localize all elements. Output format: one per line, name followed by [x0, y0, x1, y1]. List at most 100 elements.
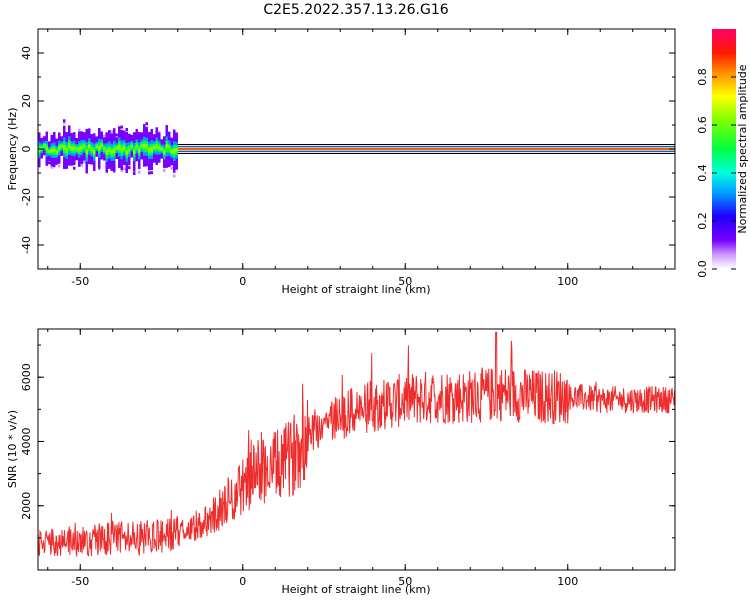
- spectrogram-cell: [40, 146, 43, 150]
- spectrogram-cell: [153, 145, 156, 150]
- spectrogram-ticks: -50 0 50 100 -40 -20 0 20 40: [20, 28, 675, 288]
- spectrogram-cell: [73, 166, 76, 170]
- spectrogram-cell: [475, 148, 478, 150]
- spectrogram-cell: [58, 164, 61, 168]
- spectrogram-cell: [75, 147, 78, 151]
- spectrogram-cell: [70, 146, 73, 151]
- spectrogram-cell: [573, 148, 576, 150]
- spectrogram-cell: [363, 148, 366, 150]
- spectrogram-cell: [203, 148, 206, 150]
- spectrogram-cell: [50, 148, 53, 153]
- spectrogram-cell: [128, 166, 131, 170]
- spectrogram-cell: [505, 148, 508, 150]
- spectrogram-cell: [598, 148, 601, 150]
- spectrogram-cell: [205, 148, 208, 150]
- spectrogram-cell: [410, 148, 413, 150]
- spectrogram-cell: [415, 148, 418, 150]
- spectrogram-cell: [643, 148, 646, 150]
- spectrogram-cell: [135, 144, 138, 149]
- spectrogram-cell: [465, 148, 468, 150]
- spectrogram-cell: [258, 148, 261, 150]
- spectrogram-cell: [58, 146, 61, 150]
- spectrogram-cell: [138, 170, 141, 174]
- spectrogram-cell: [603, 148, 606, 150]
- spectrogram-cell: [328, 148, 331, 150]
- spectrogram-cell: [593, 148, 596, 150]
- spectrogram-cell: [140, 144, 143, 148]
- spectrogram-cell: [660, 148, 663, 150]
- snr-xtick-label: -50: [71, 575, 89, 588]
- spectrogram-cell: [508, 148, 511, 150]
- spectrogram-cell: [600, 148, 603, 150]
- spectrogram-cell: [453, 148, 456, 150]
- spectrogram-cell: [278, 148, 281, 150]
- spectrogram-cell: [83, 144, 86, 148]
- spectrogram-cell: [53, 148, 56, 153]
- spectrogram-cell: [385, 148, 388, 150]
- spectrogram-marks: [38, 119, 675, 178]
- spectrogram-cell: [240, 148, 243, 150]
- spectrogram-cell: [663, 148, 666, 150]
- spectrogram-cell: [440, 148, 443, 150]
- spectrogram-cell: [400, 148, 403, 150]
- spectrogram-cell: [178, 148, 181, 150]
- spectrogram-cell: [168, 164, 171, 168]
- spectrogram-panel: -50 0 50 100 -40 -20 0 20 40 Height of straight …: [6, 28, 676, 296]
- spectrogram-cell: [243, 148, 246, 150]
- spectrogram-cell: [553, 148, 556, 150]
- spectrogram-cell: [655, 148, 658, 150]
- spectrogram-cell: [538, 148, 541, 150]
- spectrogram-cell: [120, 125, 123, 129]
- spectrogram-cell: [545, 148, 548, 150]
- spectrogram-cell: [100, 143, 103, 148]
- spectrogram-cell: [50, 165, 53, 169]
- spectrogram-ytick-label: 40: [20, 46, 33, 60]
- colorbar-tick-label: 0.2: [696, 212, 709, 230]
- spectrogram-cell: [548, 148, 551, 150]
- spectrogram-cell: [550, 148, 553, 150]
- spectrogram-cell: [610, 148, 613, 150]
- spectrogram-cell: [163, 169, 166, 173]
- spectrogram-cell: [155, 143, 158, 149]
- spectrogram-cell: [633, 148, 636, 150]
- spectrogram-ylabel: Frequency (Hz): [6, 108, 19, 191]
- spectrogram-cell: [540, 148, 543, 150]
- spectrogram-cell: [115, 146, 118, 150]
- spectrogram-cell: [488, 148, 491, 150]
- spectrogram-cell: [615, 148, 618, 150]
- spectrogram-cell: [435, 148, 438, 150]
- spectrogram-cell: [365, 148, 368, 150]
- spectrogram-cell: [645, 148, 648, 150]
- spectrogram-cell: [460, 148, 463, 150]
- spectrogram-cell: [200, 148, 203, 150]
- spectrogram-cell: [338, 148, 341, 150]
- spectrogram-cell: [48, 150, 51, 153]
- spectrogram-cell: [333, 148, 336, 150]
- spectrogram-cell: [555, 148, 558, 150]
- spectrogram-cell: [393, 148, 396, 150]
- spectrogram-cell: [165, 143, 168, 149]
- spectrogram-cell: [403, 148, 406, 150]
- spectrogram-cell: [380, 148, 383, 150]
- spectrogram-cell: [288, 148, 291, 150]
- spectrogram-cell: [55, 150, 58, 154]
- spectrogram-cell: [63, 119, 66, 123]
- spectrogram-cell: [418, 148, 421, 150]
- spectrogram-cell: [143, 124, 146, 128]
- spectrogram-cell: [445, 148, 448, 150]
- spectrogram-cell: [580, 148, 583, 150]
- spectrogram-cell: [170, 166, 173, 170]
- spectrogram-cell: [280, 148, 283, 150]
- spectrogram-cell: [298, 148, 301, 150]
- spectrogram-cell: [360, 148, 363, 150]
- spectrogram-cell: [335, 148, 338, 150]
- spectrogram-cell: [108, 147, 111, 153]
- spectrogram-cell: [123, 167, 126, 171]
- spectrogram-cell: [325, 148, 328, 150]
- spectrogram-cell: [145, 122, 148, 126]
- spectrogram-cell: [228, 148, 231, 150]
- spectrogram-cell: [210, 148, 213, 150]
- colorbar-label: Normalized spectral amplitude: [736, 64, 749, 233]
- spectrogram-cell: [468, 148, 471, 150]
- spectrogram-cell: [273, 148, 276, 150]
